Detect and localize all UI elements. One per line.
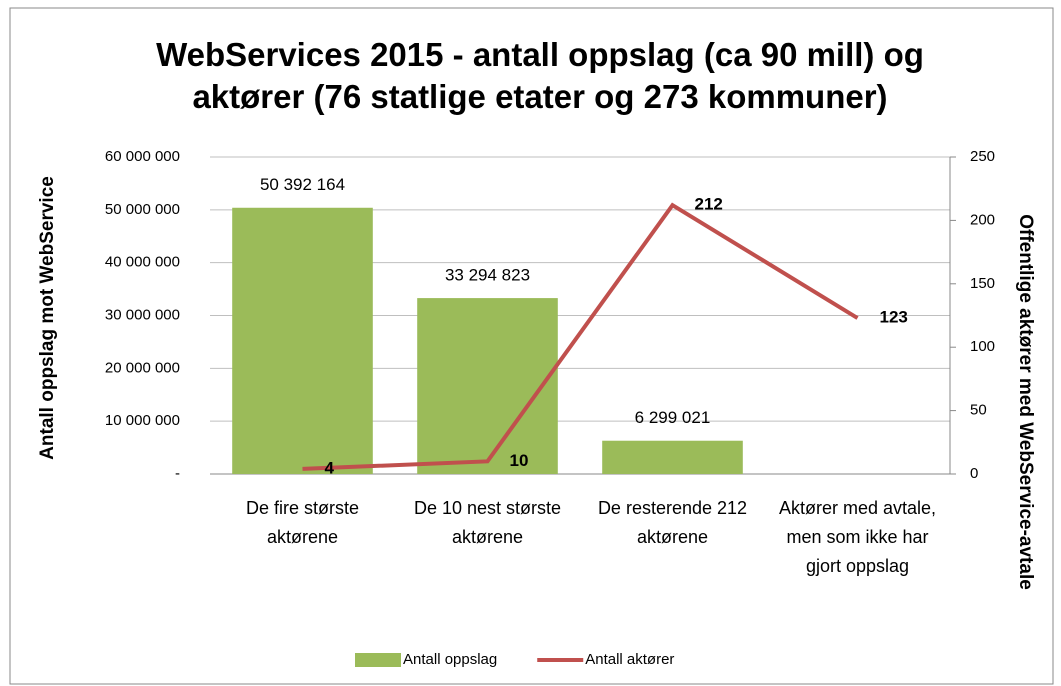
y2-tick-label: 250	[970, 148, 995, 165]
x-tick-label: De resterende 212 aktørene	[597, 498, 748, 547]
y-tick-label: 50 000 000	[105, 201, 180, 218]
y2-tick-label: 100	[970, 338, 995, 355]
line-value-label: 212	[695, 195, 723, 214]
y2-tick-label: 0	[970, 465, 978, 482]
bar-value-label: 33 294 823	[445, 266, 530, 285]
y2-axis-title: Offentlige aktører med WebService-avtale	[1015, 214, 1036, 590]
x-tick-label: De fire største aktørene	[245, 498, 360, 547]
y2-tick-label: 150	[970, 275, 995, 292]
bar-value-label: 50 392 164	[260, 175, 345, 194]
y-tick-label: 40 000 000	[105, 254, 180, 271]
line-value-label: 10	[510, 451, 529, 470]
x-tick-label: De 10 nest største aktørene	[413, 498, 562, 547]
line-value-label: 123	[880, 308, 908, 327]
chart-title: WebServices 2015 - antall oppslag (ca 90…	[156, 36, 924, 115]
y2-tick-label: 200	[970, 211, 995, 228]
legend-label: Antall oppslag	[403, 651, 497, 668]
legend-label: Antall aktører	[585, 651, 674, 668]
y2-tick-label: 50	[970, 402, 987, 419]
x-tick-label: Aktører med avtale, men som ikke har gjo…	[778, 498, 937, 576]
line-value-label: 4	[325, 458, 335, 477]
y-axis-title: Antall oppslag mot WebService	[37, 176, 58, 460]
bar	[232, 207, 373, 474]
bar-value-label: 6 299 021	[635, 408, 711, 427]
y-tick-label: 20 000 000	[105, 359, 180, 376]
line	[302, 202, 859, 471]
y-tick-label: 30 000 000	[105, 306, 180, 323]
bar	[602, 440, 743, 474]
bar	[417, 298, 558, 474]
y-tick-label: -	[175, 465, 180, 482]
y-tick-label: 10 000 000	[105, 412, 180, 429]
legend-swatch	[355, 653, 401, 667]
y-tick-label: 60 000 000	[105, 148, 180, 165]
